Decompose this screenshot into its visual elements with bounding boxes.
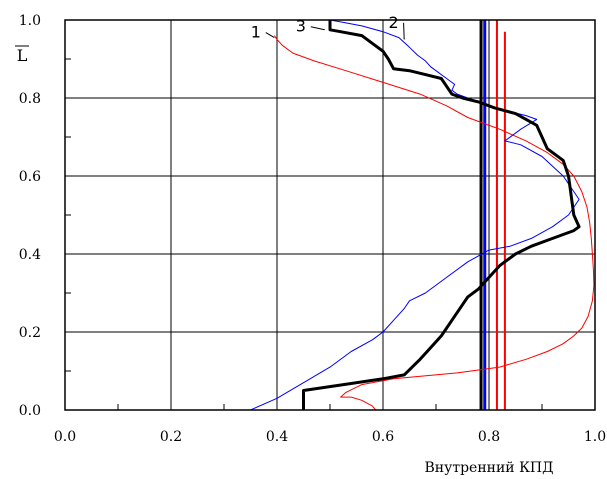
plot-frame — [64, 19, 596, 411]
y-tick-labels: 0.0 0.2 0.4 0.6 0.8 1.0 — [19, 13, 41, 419]
y-axis-title: L — [17, 46, 28, 65]
y-tick-label: 0.8 — [19, 91, 41, 107]
annotation-leader — [403, 22, 405, 40]
x-tick-label: 0.0 — [54, 429, 76, 445]
x-tick-label: 0.2 — [160, 429, 182, 445]
x-tick-label: 0.4 — [266, 429, 288, 445]
x-axis-title: Внутренний КПД — [424, 460, 553, 476]
annotation-label-2: 2 — [389, 13, 399, 32]
grid — [64, 19, 596, 411]
annotation-label-1: 1 — [251, 23, 261, 42]
series-line-3 — [302, 20, 581, 410]
minor-ticks — [65, 58, 543, 410]
y-tick-label: 0.4 — [19, 247, 41, 263]
series-group — [250, 19, 595, 411]
series-line-2 — [250, 19, 580, 411]
y-tick-label: 0.0 — [19, 403, 41, 419]
y-axis-title-group: L — [15, 45, 29, 65]
annotation-leader — [310, 26, 325, 31]
y-tick-label: 0.2 — [19, 325, 41, 341]
curve-annotations: 1 3 2 — [251, 13, 405, 42]
y-tick-label: 1.0 — [19, 13, 41, 29]
annotation-leader — [265, 32, 275, 38]
x-tick-label: 0.8 — [478, 429, 500, 445]
y-tick-label: 0.6 — [19, 169, 41, 185]
x-tick-labels: 0.0 0.2 0.4 0.6 0.8 1.0 — [54, 429, 606, 445]
annotation-label-3: 3 — [296, 17, 306, 36]
x-tick-label: 1.0 — [584, 429, 606, 445]
reference-lines — [479, 20, 506, 410]
x-tick-label: 0.6 — [372, 429, 394, 445]
series-line-1 — [273, 35, 595, 411]
